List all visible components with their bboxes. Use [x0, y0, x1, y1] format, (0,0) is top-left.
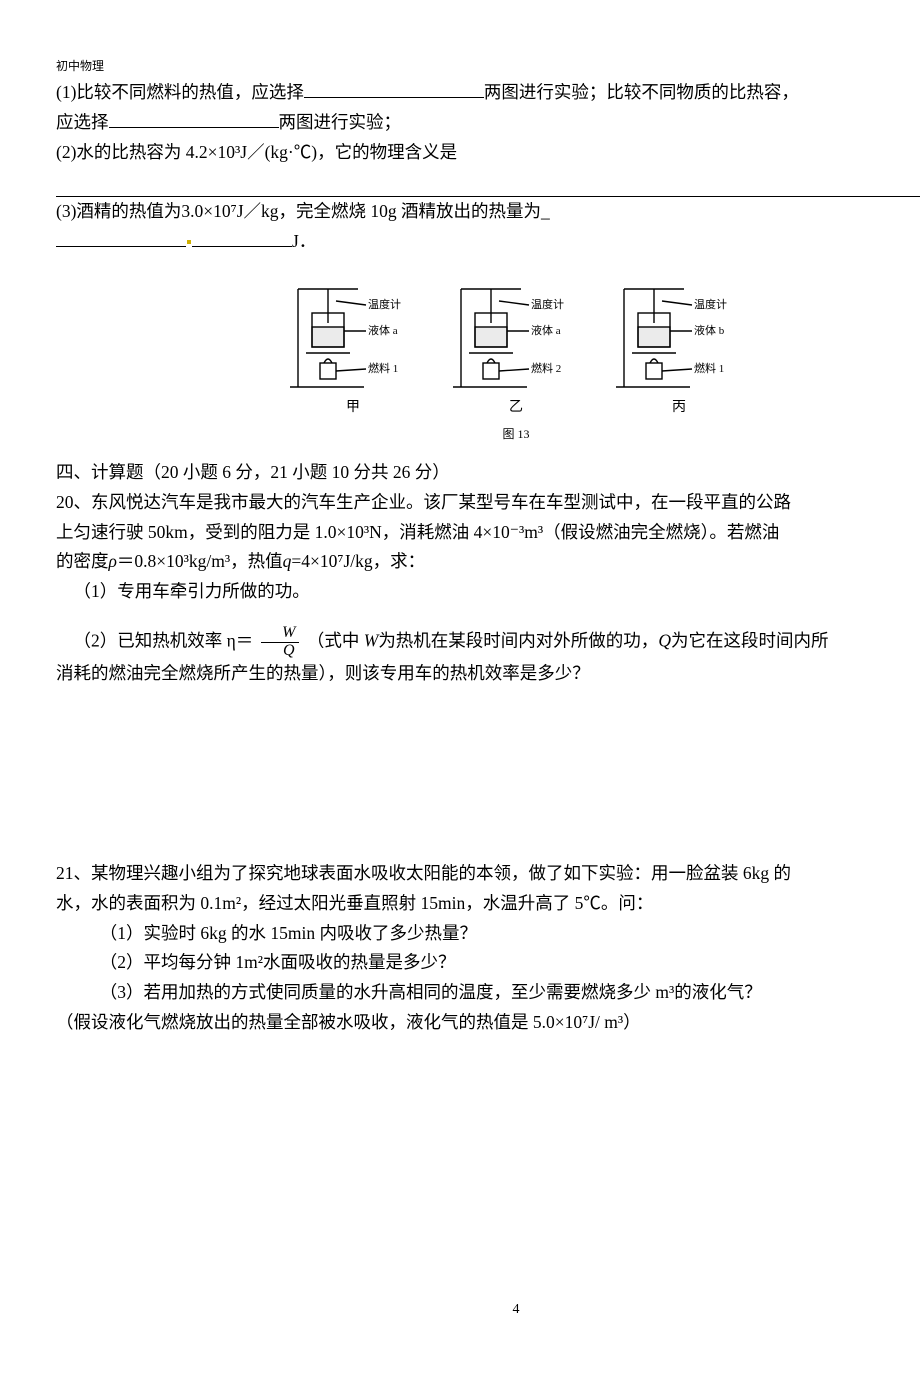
q21-sub2: （2）平均每分钟 1m²水面吸收的热量是多少？	[56, 948, 920, 978]
diagram-row: 温度计 液体 a 燃料 1 甲 温度计 液体 a 燃料	[56, 279, 920, 420]
q20-stem-l3: 的密度ρ＝0.8×10³kg/m³，热值q=4×10⁷J/kg，求：	[56, 547, 920, 577]
q21-sub3: （3）若用加热的方式使同质量的水升高相同的温度，至少需要燃烧多少 m³的液化气？	[56, 978, 920, 1008]
frac-num: W	[261, 625, 300, 643]
q19-line3: (2)水的比热容为 4.2×10³J／(kg·℃)，它的物理含义是	[56, 138, 920, 168]
q21-stem-l2: 水，水的表面积为 0.1m²，经过太阳光垂直照射 15min，水温升高了 5℃。…	[56, 889, 920, 919]
q19-l2-a: 应选择	[56, 112, 109, 132]
q21-stem-l1: 21、某物理兴趣小组为了探究地球表面水吸收太阳能的本领，做了如下实验：用一脸盆装…	[56, 859, 920, 889]
q20-stem-l1: 20、东风悦达汽车是我市最大的汽车生产企业。该厂某型号车在车型测试中，在一段平直…	[56, 488, 920, 518]
caption-c: 丙	[672, 396, 686, 420]
rho-symbol: ρ	[109, 551, 117, 571]
label-fuel-a: 燃料 1	[368, 361, 398, 375]
q19-line6: J．	[56, 227, 920, 257]
q20-sub2-line1: （2）已知热机效率 η＝ W Q （式中 W为热机在某段时间内对外所做的功，Q为…	[56, 625, 920, 660]
q20-s2-c: 为热机在某段时间内对外所做的功，	[378, 630, 658, 650]
blank-full	[56, 178, 920, 197]
section4-heading: 四、计算题（20 小题 6 分，21 小题 10 分共 26 分）	[56, 458, 920, 488]
label-thermo: 温度计	[531, 297, 564, 311]
blank	[56, 228, 186, 247]
frac-den: Q	[261, 643, 300, 660]
caption-a: 甲	[346, 396, 360, 420]
q20-s2-b: （式中	[307, 630, 364, 650]
q19-l1-a: (1)比较不同燃料的热值，应选择	[56, 82, 304, 102]
q20-sub2-line2: 消耗的燃油完全燃烧所产生的热量），则该专用车的热机效率是多少？	[56, 659, 920, 689]
q20-stem-l2: 上匀速行驶 50km，受到的阻力是 1.0×10³N，消耗燃油 4×10⁻³m³…	[56, 518, 920, 548]
label-liquid-c: 液体 b	[694, 323, 725, 337]
blank	[109, 109, 279, 128]
q-symbol-2: Q	[658, 630, 671, 650]
diagram-c: 温度计 液体 b 燃料 1 丙	[612, 279, 747, 420]
diagram-b: 温度计 液体 a 燃料 2 乙	[449, 279, 584, 420]
label-liquid-a: 液体 a	[368, 323, 398, 337]
w-symbol: W	[364, 630, 379, 650]
q19-l2-b: 两图进行实验；	[279, 112, 402, 132]
apparatus-c-svg: 温度计 液体 b 燃料 1	[612, 279, 747, 394]
apparatus-b-svg: 温度计 液体 a 燃料 2	[449, 279, 584, 394]
q21-sub1: （1）实验时 6kg 的水 15min 内吸收了多少热量？	[56, 919, 920, 949]
diagram-a: 温度计 液体 a 燃料 1 甲	[286, 279, 421, 420]
q19-line4: ；	[56, 168, 920, 198]
dot-icon	[187, 240, 191, 244]
label-thermo: 温度计	[368, 297, 401, 311]
q19-l1-b: 两图进行实验；比较不同物质的比热容，	[484, 82, 799, 102]
answer-space-q20	[56, 689, 920, 859]
caption-b: 乙	[509, 396, 523, 420]
q20-sub1: （1）专用车牵引力所做的功。	[56, 577, 920, 607]
fraction-w-over-q: W Q	[261, 625, 300, 660]
q20-s2-d: 为它在这段时间内所	[671, 630, 829, 650]
q21-note: （假设液化气燃烧放出的热量全部被水吸收，液化气的热值是 5.0×10⁷J/ m³…	[56, 1008, 920, 1038]
blank	[192, 228, 292, 247]
q19-line1: (1)比较不同燃料的热值，应选择 两图进行实验；比较不同物质的比热容，	[56, 78, 920, 108]
label-fuel-c: 燃料 1	[694, 361, 724, 375]
label-liquid-b: 液体 a	[531, 323, 561, 337]
label-fuel-b: 燃料 2	[531, 361, 561, 375]
q20-l3-b: ＝0.8×10³kg/m³，热值	[117, 551, 283, 571]
page-number: 4	[56, 1298, 920, 1322]
q19-line2: 应选择 两图进行实验；	[56, 108, 920, 138]
q20-s2-a: （2）已知热机效率 η＝	[74, 630, 254, 650]
q20-l3-c: =4×10⁷J/kg，求：	[291, 551, 425, 571]
q19-l6-trail: J．	[292, 231, 316, 251]
blank	[304, 79, 484, 98]
q20-l3-a: 的密度	[56, 551, 109, 571]
figure-caption: 图 13	[56, 424, 920, 444]
subject-tag: 初中物理	[56, 56, 920, 76]
q19-line5: (3)酒精的热值为3.0×10⁷J／kg，完全燃烧 10g 酒精放出的热量为_	[56, 197, 920, 227]
apparatus-a-svg: 温度计 液体 a 燃料 1	[286, 279, 421, 394]
label-thermo: 温度计	[694, 297, 727, 311]
